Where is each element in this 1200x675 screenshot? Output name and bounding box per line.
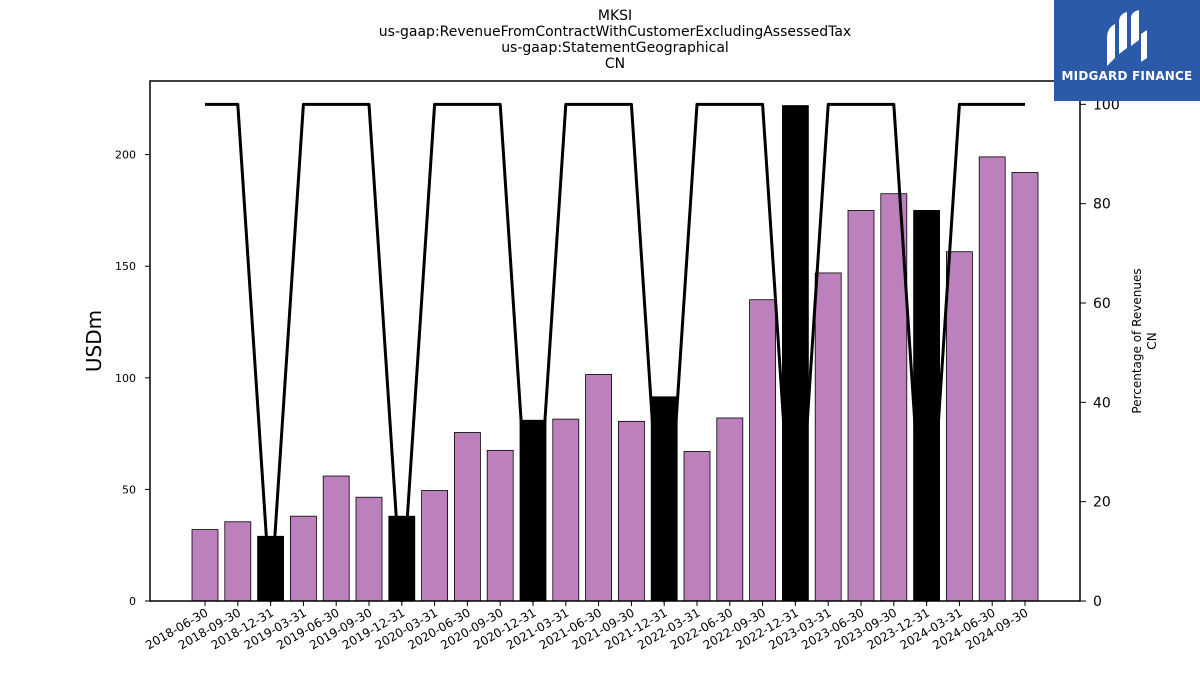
y-right-tick-label: 80: [1093, 197, 1111, 213]
logo-text: MIDGARD FINANCE: [1061, 69, 1193, 83]
y-right-tick-label: 0: [1093, 594, 1102, 610]
y-tick-label: 100: [115, 372, 136, 385]
bar: [585, 374, 612, 602]
bar: [814, 272, 842, 602]
y-right-tick-label: 40: [1093, 395, 1111, 411]
bar: [716, 417, 744, 602]
y-right-tick-label: 60: [1093, 296, 1111, 312]
bar: [880, 193, 908, 602]
bar: [618, 420, 645, 602]
bar: [322, 475, 350, 602]
y-tick-label: 150: [115, 260, 136, 273]
bar: [552, 418, 580, 602]
bar: [847, 210, 875, 602]
y-tick-label: 0: [129, 595, 136, 608]
title-concept: us-gaap:RevenueFromContractWithCustomerE…: [378, 24, 852, 40]
bar: [978, 156, 1006, 602]
title-ticker: MKSI: [597, 8, 633, 24]
bar: [486, 449, 514, 602]
y-right-tick-label: 20: [1093, 495, 1111, 511]
midgard-finance-logo: MIDGARD FINANCE: [1054, 0, 1200, 101]
bar: [224, 521, 252, 602]
y-right-tick-label: 100: [1093, 97, 1120, 113]
bar: [683, 451, 711, 602]
y-axis-label: USDm: [82, 310, 106, 372]
y-right-axis-label: Percentage of Revenues: [1130, 268, 1144, 413]
title-member: CN: [604, 56, 626, 72]
midgard-logo-icon: [1107, 10, 1147, 66]
y-tick-label: 50: [122, 483, 136, 496]
bar: [650, 396, 678, 602]
bar: [1011, 172, 1039, 602]
plot-frame: [149, 80, 1081, 602]
bar: [355, 496, 383, 602]
y-tick-label: 200: [115, 149, 136, 162]
bar: [191, 529, 219, 602]
title-axis: us-gaap:StatementGeographical: [501, 40, 729, 56]
y-right-axis-label-member: CN: [1145, 332, 1159, 349]
bar: [289, 515, 317, 602]
bar: [749, 299, 776, 602]
bar: [913, 210, 940, 602]
bar: [946, 251, 973, 602]
percentage-line: [205, 102, 1025, 603]
bar: [782, 105, 809, 602]
bar: [453, 432, 481, 602]
bar: [421, 490, 449, 602]
